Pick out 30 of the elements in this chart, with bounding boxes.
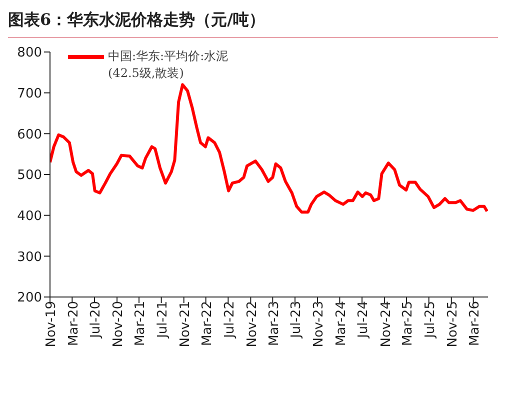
x-tick-label: Jul-20 (88, 301, 104, 339)
x-tick-label: Jul-21 (156, 301, 171, 339)
x-tick-label: Nov-25 (446, 301, 461, 348)
chart-title: 图表6：华东水泥价格走势（元/吨） (8, 8, 498, 38)
y-tick-label: 800 (17, 46, 42, 61)
x-tick-label: Nov-22 (244, 301, 260, 348)
x-tick-label: Mar-21 (133, 301, 148, 346)
line-series (50, 83, 488, 214)
y-tick-label: 300 (17, 250, 42, 265)
x-tick-label: Nov-23 (312, 301, 327, 348)
x-tick-label: Jul-22 (222, 301, 238, 339)
x-tick-label: Jul-24 (356, 301, 372, 339)
x-tick-label: Mar-26 (468, 301, 483, 346)
x-tick-label: Mar-20 (66, 301, 82, 346)
x-tick-label: Mar-23 (266, 301, 282, 346)
x-tick-label: Jul-23 (289, 301, 304, 339)
y-tick-label: 600 (17, 127, 42, 142)
x-tick-label: Nov-20 (111, 301, 126, 348)
legend-label: 中国:华东:平均价:水泥(42.5级,散装) (108, 48, 230, 82)
x-tick-label: Nov-21 (178, 301, 194, 348)
x-tick-label: Nov-24 (378, 301, 394, 348)
x-tick-label: Nov-19 (44, 301, 60, 348)
x-tick-label: Mar-24 (334, 301, 349, 346)
y-tick-label: 200 (17, 290, 42, 306)
y-tick-label: 700 (17, 86, 42, 102)
x-tick-label: Mar-25 (400, 301, 416, 346)
x-tick-label: Jul-25 (423, 301, 438, 339)
y-tick-label: 400 (17, 208, 42, 224)
y-tick-label: 500 (17, 168, 42, 184)
x-tick-label: Mar-22 (200, 301, 216, 346)
